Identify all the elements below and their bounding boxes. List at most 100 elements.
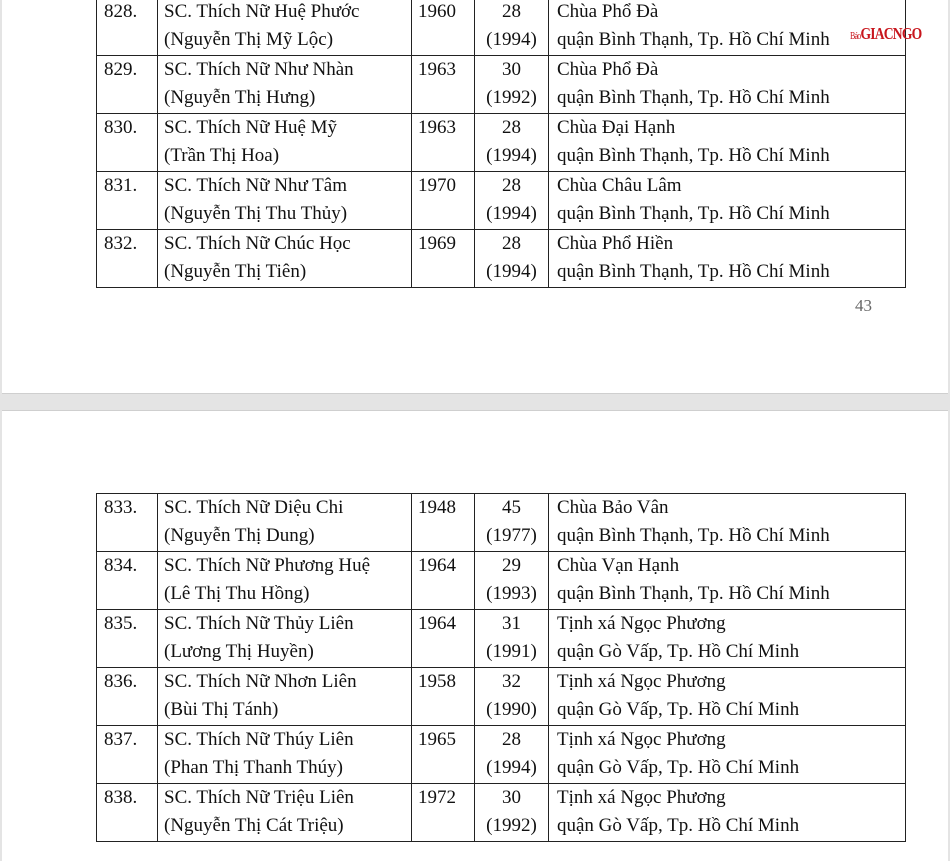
cell-text-temple: Tịnh xá Ngọc Phương [557,787,726,808]
cell-name: SC. Thích Nữ Thúy Liên (Phan Thị Thanh Th… [157,725,412,784]
cell-text-lay: (Phan Thị Thanh Thúy) [164,757,343,778]
cell-text-addr: quận Gò Vấp, Tp. Hồ Chí Minh [557,757,800,778]
cell-text-temple: Chùa Bảo Vân [557,497,669,518]
cell-born: 1969 [411,229,475,288]
cell-no: 835. [96,609,158,668]
cell-born: 1963 [411,55,475,114]
cell-text-no: 838. [104,787,138,808]
cell-age: 29 (1993) [474,551,549,610]
cell-text-name: SC. Thích Nữ Huệ Mỹ [164,117,338,138]
cell-born: 1963 [411,113,475,172]
cell-temple: Chùa Đại Hạnh quận Bình Thạnh, Tp. Hồ Chí… [548,113,906,172]
cell-text-born: 1964 [418,555,456,576]
cell-text-born: 1958 [418,671,456,692]
cell-born: 1948 [411,493,475,552]
cell-no: 828. [96,0,158,56]
cell-no: 834. [96,551,158,610]
cell-text-temple: Chùa Đại Hạnh [557,117,676,138]
cell-text-age: 30 [502,59,521,80]
cell-age: 28 (1994) [474,113,549,172]
cell-text-temple: Chùa Vạn Hạnh [557,555,680,576]
cell-born: 1972 [411,783,475,842]
cell-text-born: 1964 [418,613,456,634]
cell-temple: Chùa Bảo Vân quận Bình Thạnh, Tp. Hồ Chí … [548,493,906,552]
table-row: 831. SC. Thích Nữ Như Tâm (Nguyễn Thị Thu … [96,171,906,230]
cell-no: 831. [96,171,158,230]
cell-text-lay: (Nguyễn Thị Cát Triệu) [164,815,344,836]
cell-text-lay: (Nguyễn Thị Mỹ Lộc) [164,29,334,50]
cell-text-age: 28 [502,233,521,254]
cell-temple: Chùa Phổ Đà quận Bình Thạnh, Tp. Hồ Chí M… [548,55,906,114]
cell-born: 1964 [411,551,475,610]
cell-temple: Chùa Châu Lâm quận Bình Thạnh, Tp. Hồ Chí… [548,171,906,230]
cell-text-no: 834. [104,555,138,576]
cell-no: 836. [96,667,158,726]
cell-text-no: 832. [104,233,138,254]
cell-name: SC. Thích Nữ Huệ Phước (Nguyễn Thị Mỹ Lộc… [157,0,412,56]
page-number: 43 [855,296,872,315]
cell-text-temple: Tịnh xá Ngọc Phương [557,613,726,634]
cell-text-age: 31 [502,613,521,634]
cell-text-year: (1977) [486,525,537,546]
table-row: 830. SC. Thích Nữ Huệ Mỹ (Trần Thị Hoa) 196… [96,113,906,172]
table-row: 836. SC. Thích Nữ Nhơn Liên (Bùi Thị Tánh)… [96,667,906,726]
cell-age: 31 (1991) [474,609,549,668]
table-row: 838. SC. Thích Nữ Triệu Liên (Nguyễn Thị C… [96,783,906,842]
cell-text-lay: (Trần Thị Hoa) [164,145,280,166]
cell-text-year: (1994) [486,145,537,166]
cell-temple: Tịnh xá Ngọc Phương quận Gò Vấp, Tp. Hồ C… [548,609,906,668]
cell-text-year: (1994) [486,757,537,778]
cell-born: 1970 [411,171,475,230]
cell-text-age: 45 [502,497,521,518]
cell-name: SC. Thích Nữ Chúc Học (Nguyễn Thị Tiên) [157,229,412,288]
cell-text-age: 28 [502,1,521,22]
cell-text-lay: (Bùi Thị Tánh) [164,699,279,720]
cell-text-born: 1960 [418,1,456,22]
cell-no: 837. [96,725,158,784]
cell-text-no: 837. [104,729,138,750]
cell-text-no: 828. [104,1,138,22]
document-page-43: 828. SC. Thích Nữ Huệ Phước (Nguyễn Thị Mỹ… [2,0,948,394]
cell-temple: Chùa Vạn Hạnh quận Bình Thạnh, Tp. Hồ Chí… [548,551,906,610]
cell-born: 1960 [411,0,475,56]
cell-text-born: 1972 [418,787,456,808]
cell-name: SC. Thích Nữ Như Nhàn (Nguyễn Thị Hưng) [157,55,412,114]
cell-no: 829. [96,55,158,114]
cell-name: SC. Thích Nữ Phương Huệ (Lê Thị Thu Hồng) [157,551,412,610]
cell-name: SC. Thích Nữ Triệu Liên (Nguyễn Thị Cát T… [157,783,412,842]
cell-no: 832. [96,229,158,288]
cell-text-name: SC. Thích Nữ Chúc Học [164,233,351,254]
cell-text-born: 1963 [418,59,456,80]
cell-text-lay: (Nguyễn Thị Hưng) [164,87,316,108]
cell-text-no: 829. [104,59,138,80]
cell-age: 28 (1994) [474,725,549,784]
table-row: 828. SC. Thích Nữ Huệ Phước (Nguyễn Thị Mỹ… [96,0,906,56]
cell-text-year: (1993) [486,583,537,604]
cell-no: 838. [96,783,158,842]
cell-text-age: 30 [502,787,521,808]
cell-text-no: 833. [104,497,138,518]
cell-text-name: SC. Thích Nữ Huệ Phước [164,1,360,22]
cell-text-lay: (Lương Thị Huyền) [164,641,314,662]
cell-text-name: SC. Thích Nữ Như Tâm [164,175,347,196]
cell-temple: Tịnh xá Ngọc Phương quận Gò Vấp, Tp. Hồ C… [548,725,906,784]
cell-text-no: 830. [104,117,138,138]
nun-list-table-page-43: 828. SC. Thích Nữ Huệ Phước (Nguyễn Thị Mỹ… [96,0,906,288]
cell-text-year: (1992) [486,815,537,836]
table-row: 829. SC. Thích Nữ Như Nhàn (Nguyễn Thị Hưn… [96,55,906,114]
cell-text-name: SC. Thích Nữ Thủy Liên [164,613,354,634]
cell-text-name: SC. Thích Nữ Như Nhàn [164,59,354,80]
cell-text-temple: Tịnh xá Ngọc Phương [557,729,726,750]
cell-text-addr: quận Gò Vấp, Tp. Hồ Chí Minh [557,699,800,720]
cell-text-addr: quận Gò Vấp, Tp. Hồ Chí Minh [557,815,800,836]
cell-text-name: SC. Thích Nữ Nhơn Liên [164,671,357,692]
cell-text-age: 28 [502,729,521,750]
cell-text-lay: (Nguyễn Thị Thu Thủy) [164,203,348,224]
cell-text-addr: quận Bình Thạnh, Tp. Hồ Chí Minh [557,145,830,166]
cell-text-no: 835. [104,613,138,634]
cell-age: 45 (1977) [474,493,549,552]
cell-born: 1965 [411,725,475,784]
cell-text-no: 836. [104,671,138,692]
cell-no: 830. [96,113,158,172]
cell-text-age: 32 [502,671,521,692]
